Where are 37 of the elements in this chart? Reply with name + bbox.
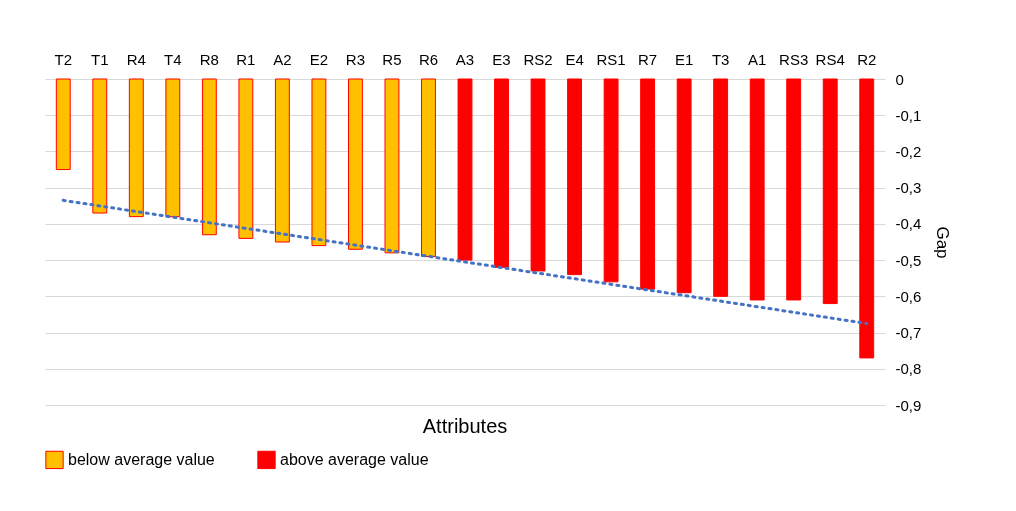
y-axis-title: Gap [933, 226, 953, 259]
x-tick-label: E2 [309, 50, 329, 68]
x-tick-label: RS3 [779, 50, 809, 68]
x-tick-label: T4 [164, 50, 182, 68]
x-tick-label: A3 [455, 50, 475, 68]
y-tick-label: -0,3 [895, 179, 922, 197]
y-tick-label: -0,4 [895, 215, 922, 233]
y-tick-label: -0,6 [895, 287, 922, 305]
x-tick-label: A2 [273, 50, 292, 68]
y-tick-label: -0,5 [895, 251, 922, 269]
y-tick-label: -0,8 [895, 360, 922, 378]
x-tick-label: R5 [382, 50, 402, 68]
y-tick-label: -0,7 [895, 324, 922, 342]
y-tick-label: -0,2 [895, 142, 922, 160]
x-tick-label: RS1 [596, 50, 626, 68]
x-tick-label: R7 [638, 50, 658, 68]
y-tick-label: 0 [895, 70, 904, 88]
x-axis-title: Attributes [422, 415, 508, 437]
x-tick-label: T1 [91, 50, 109, 68]
legend-label: below average value [68, 450, 215, 468]
x-tick-label: R8 [199, 50, 219, 68]
x-tick-label: E3 [492, 50, 511, 68]
x-tick-label: E1 [674, 50, 694, 68]
y-tick-label: -0,1 [895, 106, 922, 124]
x-tick-label: RS4 [815, 50, 845, 68]
x-tick-label: R2 [857, 50, 877, 68]
x-tick-label: T3 [711, 50, 730, 68]
x-tick-label: R4 [126, 50, 146, 68]
x-tick-label: RS2 [523, 50, 553, 68]
x-tick-label: E4 [565, 50, 584, 68]
x-tick-label: A1 [747, 50, 767, 68]
y-tick-label: -0,9 [895, 396, 922, 414]
x-tick-label: R1 [236, 50, 256, 68]
x-tick-label: R3 [345, 50, 366, 68]
legend-label: above average value [280, 450, 429, 468]
x-tick-label: R6 [418, 50, 439, 68]
x-tick-label: T2 [54, 50, 73, 68]
